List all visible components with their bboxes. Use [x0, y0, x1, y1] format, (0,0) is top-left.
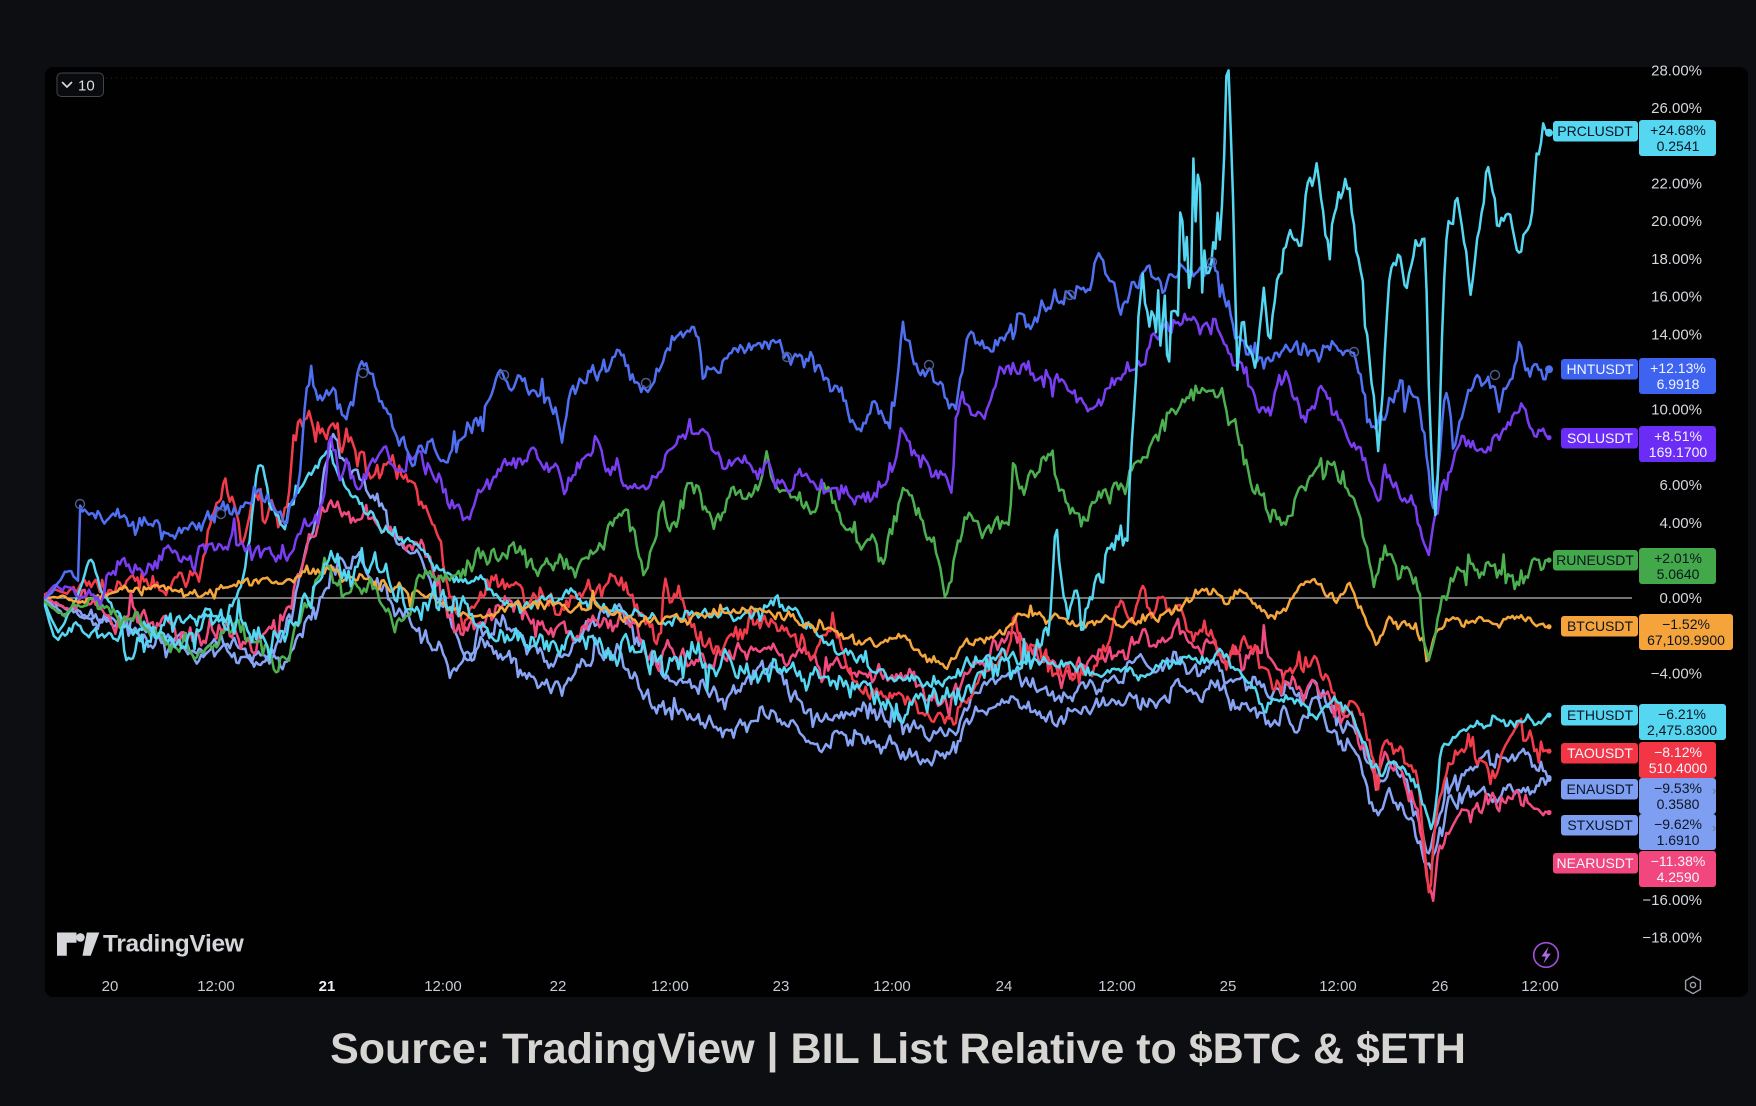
svg-text:NEARUSDT: NEARUSDT [1556, 855, 1633, 871]
svg-text:−1.52%: −1.52% [1662, 616, 1710, 632]
svg-text:STXUSDT: STXUSDT [1567, 817, 1633, 833]
svg-text:−9.62%: −9.62% [1654, 816, 1702, 832]
svg-text:22: 22 [550, 978, 567, 995]
svg-text:ENAUSDT: ENAUSDT [1567, 781, 1634, 797]
svg-text:PRCLUSDT: PRCLUSDT [1557, 123, 1633, 139]
svg-text:20: 20 [102, 978, 119, 995]
svg-text:6.00%: 6.00% [1659, 477, 1702, 494]
svg-text:16.00%: 16.00% [1651, 289, 1702, 306]
svg-text:−16.00%: −16.00% [1642, 892, 1702, 909]
svg-text:18.00%: 18.00% [1651, 251, 1702, 268]
svg-text:12:00: 12:00 [197, 978, 235, 995]
svg-text:1.6910: 1.6910 [1657, 832, 1700, 848]
svg-text:−18.00%: −18.00% [1642, 930, 1702, 947]
svg-text:23: 23 [773, 978, 790, 995]
svg-text:BTCUSDT: BTCUSDT [1567, 618, 1634, 634]
svg-text:510.4000: 510.4000 [1649, 760, 1708, 776]
svg-text:›: › [1712, 783, 1716, 798]
svg-text:25: 25 [1220, 978, 1237, 995]
svg-text:+24.68%: +24.68% [1650, 122, 1706, 138]
svg-text:SOLUSDT: SOLUSDT [1567, 430, 1634, 446]
svg-text:6.9918: 6.9918 [1657, 376, 1700, 392]
svg-text:TradingView: TradingView [103, 931, 245, 958]
svg-text:+12.13%: +12.13% [1650, 360, 1706, 376]
svg-text:0.3580: 0.3580 [1657, 796, 1700, 812]
svg-text:21: 21 [319, 978, 336, 995]
svg-text:RUNEUSDT: RUNEUSDT [1556, 552, 1634, 568]
svg-text:Source: TradingView | BIL List: Source: TradingView | BIL List Relative … [330, 1025, 1466, 1073]
svg-text:14.00%: 14.00% [1651, 326, 1702, 343]
svg-text:169.1700: 169.1700 [1649, 444, 1708, 460]
svg-text:0.2541: 0.2541 [1657, 138, 1700, 154]
svg-text:−8.12%: −8.12% [1654, 744, 1702, 760]
svg-text:12:00: 12:00 [1098, 978, 1136, 995]
svg-text:12:00: 12:00 [424, 978, 462, 995]
svg-text:24: 24 [996, 978, 1013, 995]
svg-text:4.00%: 4.00% [1659, 515, 1702, 532]
svg-text:26: 26 [1432, 978, 1449, 995]
svg-text:+8.51%: +8.51% [1654, 428, 1702, 444]
svg-text:26.00%: 26.00% [1651, 100, 1702, 117]
svg-text:HNTUSDT: HNTUSDT [1567, 361, 1634, 377]
svg-text:TAOUSDT: TAOUSDT [1567, 745, 1633, 761]
svg-text:12:00: 12:00 [1521, 978, 1559, 995]
svg-text:10: 10 [78, 78, 95, 95]
svg-text:0.00%: 0.00% [1659, 590, 1702, 607]
svg-text:10.00%: 10.00% [1651, 402, 1702, 419]
svg-text:ETHUSDT: ETHUSDT [1567, 707, 1634, 723]
svg-text:2,475.8300: 2,475.8300 [1647, 722, 1717, 738]
svg-text:−11.38%: −11.38% [1651, 853, 1706, 869]
svg-text:67,109.9900: 67,109.9900 [1647, 632, 1725, 648]
svg-text:22.00%: 22.00% [1651, 176, 1702, 193]
svg-text:12:00: 12:00 [651, 978, 689, 995]
svg-text:+2.01%: +2.01% [1654, 550, 1702, 566]
svg-text:12:00: 12:00 [873, 978, 911, 995]
svg-text:12:00: 12:00 [1319, 978, 1357, 995]
svg-text:−9.53%: −9.53% [1654, 780, 1702, 796]
svg-text:28.00%: 28.00% [1651, 62, 1702, 79]
svg-text:5.0640: 5.0640 [1657, 566, 1700, 582]
svg-text:−6.21%: −6.21% [1658, 706, 1706, 722]
svg-text:4.2590: 4.2590 [1657, 869, 1700, 885]
svg-text:20.00%: 20.00% [1651, 213, 1702, 230]
svg-text:›: › [1712, 820, 1716, 835]
svg-text:−4.00%: −4.00% [1651, 666, 1702, 683]
